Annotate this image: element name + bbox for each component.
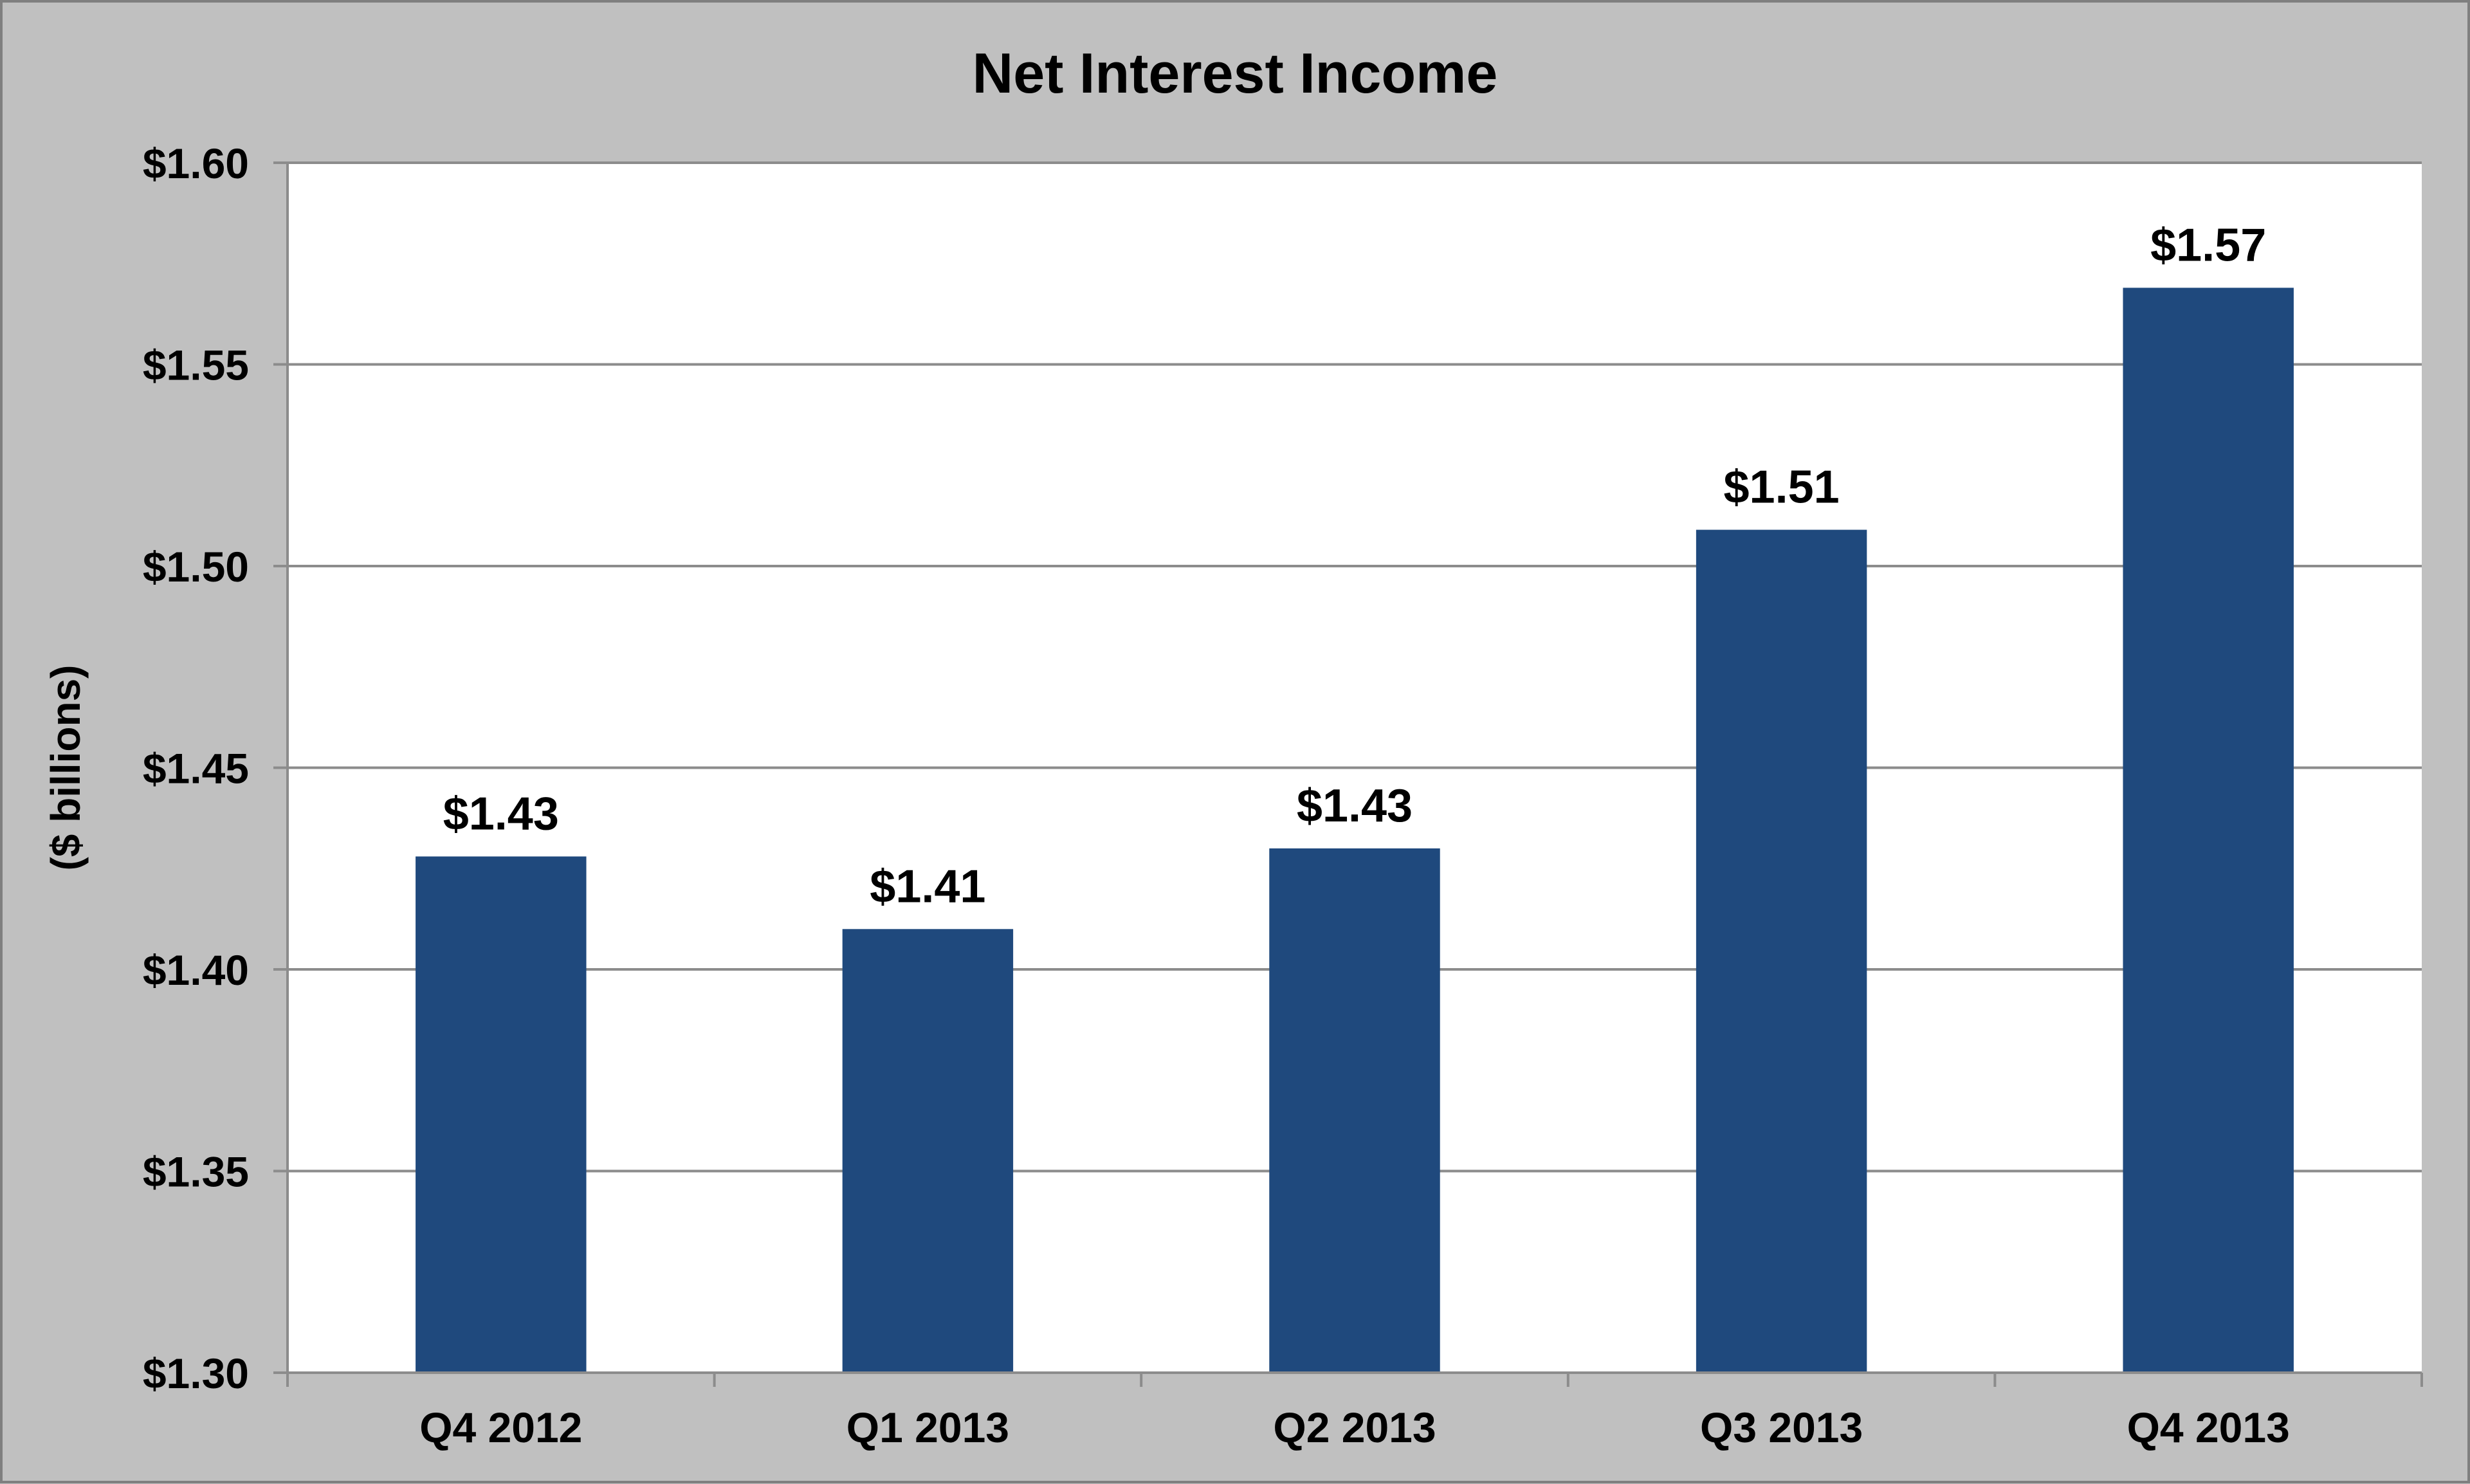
data-label: $1.43 bbox=[1297, 780, 1413, 832]
x-tick-label: Q2 2013 bbox=[1273, 1404, 1436, 1451]
data-label: $1.57 bbox=[2150, 219, 2266, 271]
y-tick-label: $1.60 bbox=[143, 140, 249, 187]
data-label: $1.41 bbox=[870, 861, 985, 912]
x-tick-label: Q4 2012 bbox=[419, 1404, 582, 1451]
bar-chart: Net Interest Income ($ billions) $1.30$1… bbox=[42, 41, 2423, 1451]
x-tick-label: Q3 2013 bbox=[1700, 1404, 1863, 1451]
x-tick-label: Q4 2013 bbox=[2127, 1404, 2290, 1451]
data-label: $1.43 bbox=[443, 788, 559, 839]
bars bbox=[416, 288, 2294, 1373]
y-tick-label: $1.30 bbox=[143, 1350, 249, 1397]
y-axis-label: ($ billions) bbox=[42, 665, 89, 871]
y-tick-label: $1.35 bbox=[143, 1148, 249, 1196]
y-tick-label: $1.40 bbox=[143, 946, 249, 994]
data-label: $1.51 bbox=[1724, 462, 1840, 513]
y-tick-label: $1.50 bbox=[143, 543, 249, 591]
bar bbox=[1269, 848, 1440, 1373]
bar bbox=[1696, 529, 1867, 1373]
y-tick-label: $1.55 bbox=[143, 342, 249, 389]
axes bbox=[273, 161, 2423, 1387]
x-tick-label: Q1 2013 bbox=[846, 1404, 1009, 1451]
bar bbox=[416, 856, 587, 1373]
bar bbox=[842, 929, 1014, 1373]
labels: $1.30 $1.35 $1.40 $1.45 $1.50 $1.55 $1.60 $1.43… bbox=[143, 140, 2290, 1451]
y-tick-label: $1.45 bbox=[143, 745, 249, 792]
bar bbox=[2123, 288, 2294, 1373]
chart-title: Net Interest Income bbox=[973, 41, 1498, 105]
